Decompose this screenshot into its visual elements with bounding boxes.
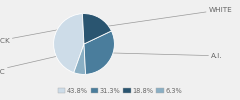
Text: WHITE: WHITE (57, 7, 233, 34)
Text: BLACK: BLACK (0, 22, 97, 44)
Legend: 43.8%, 31.3%, 18.8%, 6.3%: 43.8%, 31.3%, 18.8%, 6.3% (55, 85, 185, 97)
Text: A.I.: A.I. (81, 52, 223, 59)
Wedge shape (54, 14, 84, 73)
Wedge shape (84, 31, 114, 74)
Wedge shape (74, 44, 86, 74)
Wedge shape (82, 14, 111, 44)
Text: HISPANIC: HISPANIC (0, 45, 107, 75)
